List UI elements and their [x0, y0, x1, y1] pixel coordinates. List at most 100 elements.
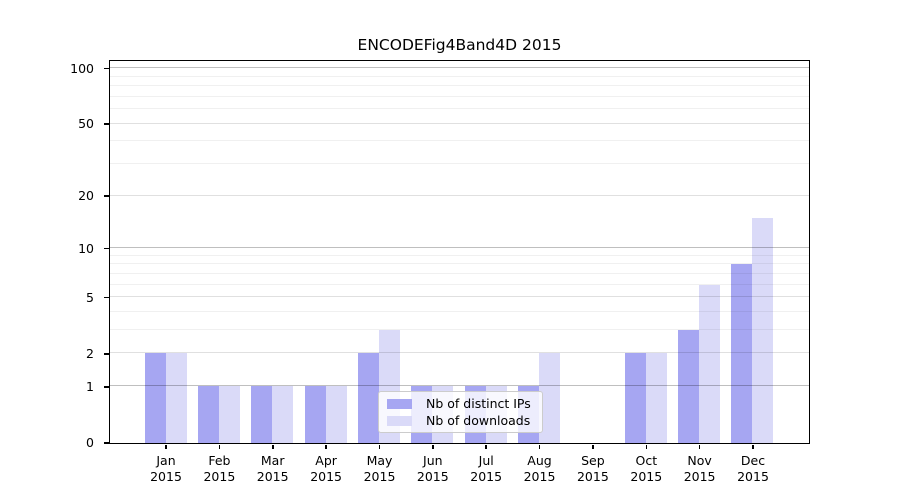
bar-nb-of-distinct-ips-dec	[731, 264, 753, 443]
x-axis-tick-year: 2015	[310, 469, 342, 484]
bar-nb-of-distinct-ips-apr	[304, 386, 326, 443]
x-axis-tick-mark	[592, 444, 594, 449]
bar-nb-of-distinct-ips-nov	[678, 330, 700, 443]
x-axis-tick-mark	[218, 444, 221, 449]
bar-nb-of-distinct-ips-mar	[251, 386, 273, 443]
x-axis-tick-label: Jan 2015	[131, 453, 201, 485]
y-axis-tick-label: 20	[78, 188, 94, 204]
gridline-labeled	[109, 194, 809, 196]
gridline-minor	[109, 163, 809, 164]
gridline-minor	[109, 283, 809, 285]
gridline-minor	[109, 95, 809, 97]
x-axis-tick-year: 2015	[470, 469, 503, 484]
x-axis-tick-mark	[378, 444, 381, 449]
x-axis-tick-label: Dec 2015	[718, 453, 788, 485]
x-axis-tick-label: Nov 2015	[665, 453, 735, 485]
gridline-labeled	[109, 296, 809, 298]
gridline-minor	[109, 311, 809, 312]
gridlines-layer	[109, 61, 809, 443]
gridline-major	[109, 67, 809, 69]
x-axis-tick-year: 2015	[150, 469, 182, 484]
gridline-minor	[109, 272, 809, 274]
bar-nb-of-downloads-dec	[752, 217, 774, 443]
y-axis-tick-mark	[104, 386, 110, 388]
x-axis-tick-marks	[110, 444, 809, 451]
y-axis-tick-mark	[104, 67, 110, 70]
x-axis-tick-year: 2015	[576, 469, 609, 484]
x-axis-tick-label: May 2015	[345, 453, 415, 485]
bar-nb-of-downloads-nov	[699, 284, 721, 443]
x-axis-tick-mark	[485, 444, 487, 449]
x-axis-tick-label: Aug 2015	[505, 453, 575, 485]
x-axis-tick-year: 2015	[416, 469, 449, 484]
x-axis-tick-year: 2015	[256, 469, 289, 484]
gridline-major	[109, 247, 809, 248]
legend-label-downloads: Nb of downloads	[426, 413, 531, 428]
plot-area	[108, 59, 810, 444]
x-axis-tick-year: 2015	[363, 469, 396, 484]
y-axis-tick-mark	[104, 296, 110, 299]
gridline-minor	[109, 140, 809, 142]
x-axis-tick-year: 2015	[630, 469, 663, 484]
x-axis-tick-year: 2015	[523, 469, 556, 484]
bar-nb-of-downloads-oct	[645, 353, 667, 443]
gridline-minor	[109, 75, 809, 77]
x-axis-tick-mark	[272, 444, 274, 449]
legend-item-downloads: Nb of downloads	[387, 413, 534, 428]
chart-title: ENCODEFig4Band4D 2015	[357, 36, 562, 54]
x-axis: Jan 2015 Feb 2015 Mar 2015 Apr 2015 May 2015 Jun 20…	[110, 453, 809, 489]
y-axis-tick-label: 1	[86, 378, 94, 394]
y-axis: 0 1 2 5 10 20 50 100	[0, 60, 110, 450]
y-axis-tick-label: 10	[78, 240, 94, 256]
gridline-minor	[109, 108, 809, 110]
x-axis-tick-label: Feb 2015	[184, 453, 254, 485]
x-axis-tick-mark	[432, 444, 434, 449]
gridline-minor	[109, 85, 809, 87]
bar-nb-of-downloads-jan	[165, 353, 187, 443]
x-axis-tick-label: Oct 2015	[611, 453, 681, 485]
bar-nb-of-distinct-ips-may	[357, 353, 379, 443]
gridline-minor	[109, 263, 809, 265]
y-axis-tick-label: 5	[86, 289, 94, 305]
x-axis-tick-label: Mar 2015	[238, 453, 308, 485]
bar-nb-of-downloads-feb	[218, 386, 240, 443]
gridline-labeled	[109, 352, 809, 354]
x-axis-tick-label: Jul 2015	[451, 453, 521, 485]
y-axis-tick-label: 100	[70, 60, 94, 76]
legend-swatch-distinct-ips	[387, 398, 412, 409]
gridline-minor	[109, 254, 809, 256]
y-axis-tick-label: 0	[86, 435, 94, 450]
x-axis-tick-label: Sep 2015	[558, 453, 628, 485]
y-axis-tick-mark	[104, 442, 110, 444]
bar-nb-of-distinct-ips-jan	[144, 353, 166, 443]
gridline-major	[109, 385, 809, 387]
x-axis-tick-mark	[165, 444, 167, 449]
legend-swatch-downloads	[387, 415, 412, 426]
bar-nb-of-downloads-aug	[539, 353, 561, 443]
x-axis-tick-year: 2015	[737, 469, 769, 484]
y-axis-tick-mark	[104, 353, 110, 355]
y-axis-tick-label: 2	[86, 345, 94, 361]
y-axis-tick-mark	[104, 123, 110, 125]
x-axis-tick-mark	[698, 444, 701, 449]
bar-nb-of-distinct-ips-oct	[624, 353, 646, 443]
x-axis-tick-mark	[645, 444, 647, 449]
x-axis-tick-year: 2015	[203, 469, 236, 484]
gridline-labeled	[109, 122, 809, 124]
x-axis-tick-mark	[325, 444, 327, 449]
y-axis-tick-mark	[104, 195, 110, 197]
gridline-minor	[109, 329, 809, 331]
legend-label-distinct-ips: Nb of distinct IPs	[426, 396, 531, 411]
x-axis-tick-mark	[538, 444, 541, 449]
bar-nb-of-downloads-mar	[272, 386, 294, 443]
y-axis-tick-label: 50	[78, 116, 94, 132]
bar-nb-of-downloads-apr	[325, 386, 347, 443]
legend: Nb of distinct IPs Nb of downloads	[378, 391, 543, 433]
x-axis-tick-label: Apr 2015	[291, 453, 361, 485]
legend-item-distinct-ips: Nb of distinct IPs	[387, 396, 534, 411]
x-axis-tick-year: 2015	[683, 469, 716, 484]
bar-nb-of-distinct-ips-feb	[197, 386, 219, 443]
y-axis-tick-mark	[104, 247, 110, 250]
x-axis-tick-label: Jun 2015	[398, 453, 468, 485]
